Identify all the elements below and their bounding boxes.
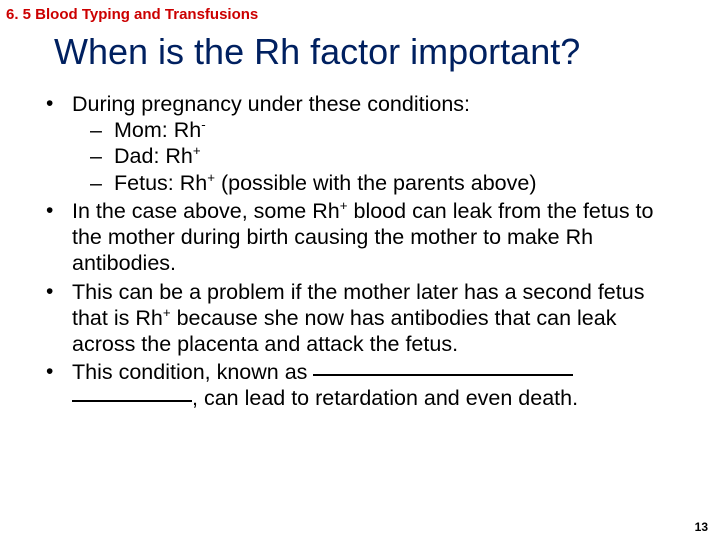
bullet-list: During pregnancy under these conditions:… xyxy=(44,91,676,412)
fill-in-blank-2 xyxy=(72,400,192,402)
bullet-1: During pregnancy under these conditions:… xyxy=(44,91,676,196)
rh-superscript: - xyxy=(201,117,205,132)
sub-bullet-list: Mom: Rh- Dad: Rh+ Fetus: Rh+ (possible w… xyxy=(72,117,676,196)
sub-bullet-dad-text: Dad: Rh xyxy=(114,144,193,168)
bullet-2: In the case above, some Rh+ blood can le… xyxy=(44,198,676,277)
bullet-3: This can be a problem if the mother late… xyxy=(44,279,676,358)
sub-bullet-mom-text: Mom: Rh xyxy=(114,118,201,142)
fill-in-blank-1 xyxy=(313,374,573,376)
bullet-4: This condition, known as , can lead to r… xyxy=(44,359,676,411)
sub-bullet-dad: Dad: Rh+ xyxy=(90,143,676,169)
sub-bullet-mom: Mom: Rh- xyxy=(90,117,676,143)
rh-superscript: + xyxy=(163,305,171,320)
rh-superscript: + xyxy=(340,198,348,213)
sub-bullet-fetus-pre: Fetus: Rh xyxy=(114,171,207,195)
section-label: 6. 5 Blood Typing and Transfusions xyxy=(0,0,720,23)
rh-superscript: + xyxy=(193,143,201,158)
sub-bullet-fetus-post: (possible with the parents above) xyxy=(215,171,536,195)
bullet-4-pre: This condition, known as xyxy=(72,360,313,384)
page-title: When is the Rh factor important? xyxy=(0,23,720,91)
rh-superscript: + xyxy=(207,170,215,185)
bullet-1-text: During pregnancy under these conditions: xyxy=(72,92,470,116)
slide-content: During pregnancy under these conditions:… xyxy=(0,91,720,412)
bullet-4-post: , can lead to retardation and even death… xyxy=(192,386,578,410)
page-number: 13 xyxy=(695,520,708,534)
bullet-2-pre: In the case above, some Rh xyxy=(72,199,340,223)
sub-bullet-fetus: Fetus: Rh+ (possible with the parents ab… xyxy=(90,170,676,196)
